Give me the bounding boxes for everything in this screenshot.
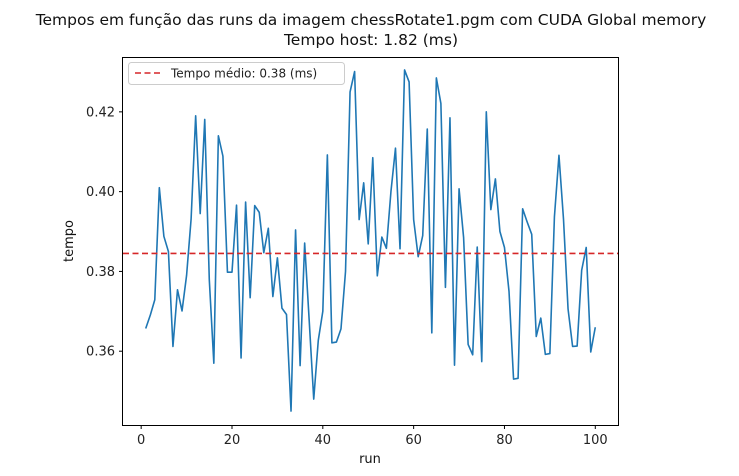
plot-frame — [122, 57, 619, 426]
y-tick-label: 0.40 — [86, 185, 115, 200]
plot-area — [123, 69, 618, 412]
x-axis-label: run — [359, 452, 381, 467]
chart-subtitle: Tempo host: 1.82 (ms) — [283, 31, 458, 49]
series-line-0 — [144, 69, 597, 412]
x-tick-label: 20 — [224, 433, 241, 448]
y-tick-label: 0.42 — [86, 105, 115, 120]
legend: Tempo médio: 0.38 (ms) — [128, 62, 345, 85]
y-tick-label: 0.36 — [86, 345, 115, 360]
x-tick-label: 80 — [496, 433, 513, 448]
y-tick-label: 0.38 — [86, 265, 115, 280]
x-tick-label: 40 — [315, 433, 332, 448]
x-tick-label: 0 — [137, 433, 145, 448]
x-axis-ticks: 0 20 40 60 80 100 — [137, 425, 608, 448]
legend-box — [128, 62, 345, 85]
legend-label-mean: Tempo médio: 0.38 (ms) — [170, 67, 317, 81]
chart-title: Tempos em função das runs da imagem ches… — [35, 11, 707, 29]
y-axis-ticks: 0.36 0.38 0.40 0.42 — [86, 105, 123, 360]
y-axis-label: tempo — [62, 220, 77, 262]
x-tick-label: 100 — [583, 433, 608, 448]
x-tick-label: 60 — [405, 433, 422, 448]
